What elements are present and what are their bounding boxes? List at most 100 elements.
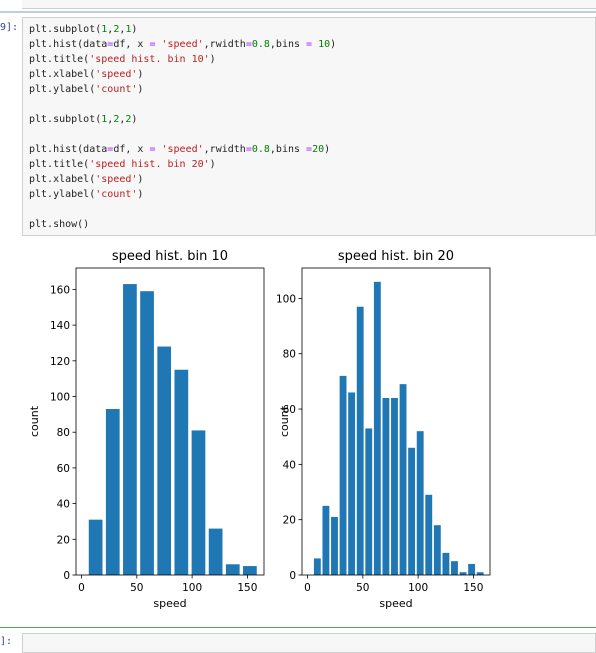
y-axis-label: count (28, 405, 41, 437)
code-token: 'speed hist. bin 20' (89, 159, 210, 170)
code-token: df, x (113, 144, 150, 155)
code-token: 2 (113, 24, 120, 35)
code-token: ) (137, 174, 144, 185)
y-tick-label: 20 (57, 534, 70, 546)
histogram-bar (313, 558, 321, 575)
code-token: 10 (318, 39, 331, 50)
x-tick-label: 150 (463, 582, 483, 594)
x-tick-label: 0 (78, 582, 85, 594)
y-tick-label: 0 (63, 570, 70, 582)
histogram-bar (348, 392, 356, 575)
y-tick-label: 80 (57, 427, 70, 439)
y-tick-label: 100 (276, 293, 296, 305)
code-token: = (107, 39, 114, 50)
code-token: , (107, 114, 114, 125)
histogram-bar (174, 369, 189, 575)
histogram-bar (157, 346, 172, 575)
histogram-bar (373, 281, 381, 575)
x-tick-label: 100 (408, 582, 428, 594)
histogram-bar (140, 291, 154, 575)
code-token: plt.ylabel( (29, 84, 96, 95)
code-token: = (306, 39, 313, 50)
x-tick-label: 50 (130, 582, 143, 594)
code-token: 1 (125, 24, 132, 35)
histogram-bar (191, 430, 206, 575)
code-token: plt.ylabel( (29, 189, 96, 200)
histogram-bar (356, 306, 364, 575)
histogram-bar (243, 566, 257, 575)
code-token: plt.subplot( (29, 24, 102, 35)
code-token: , (107, 24, 114, 35)
code-token: = (245, 39, 252, 50)
code-token: 2 (113, 114, 120, 125)
code-token: ,bins (269, 144, 307, 155)
code-token: plt.xlabel( (29, 174, 96, 185)
code-line: plt.hist(data=df, x = 'speed',rwidth=0.8… (29, 143, 330, 157)
code-token: ) (209, 159, 216, 170)
histogram-bar (331, 516, 338, 575)
code-token: 'speed' (95, 174, 138, 185)
code-token: = (245, 144, 252, 155)
histogram-bar (208, 528, 223, 575)
code-token: 'speed hist. bin 10' (89, 54, 210, 65)
histogram-bar (399, 384, 407, 575)
histogram-bar (382, 397, 390, 575)
code-token: ,rwidth (203, 144, 246, 155)
histogram-bar (451, 561, 458, 575)
histogram-bar (442, 552, 450, 575)
code-token: 20 (312, 144, 325, 155)
histogram-bar (105, 409, 120, 575)
code-token: ) (137, 189, 144, 200)
code-token: ) (131, 114, 138, 125)
code-token: 0.8 (251, 39, 270, 50)
code-line: plt.subplot(1,2,1) (29, 23, 137, 37)
code-token: ) (324, 144, 331, 155)
code-token: 'speed' (95, 69, 138, 80)
plot-frame (75, 267, 265, 576)
histogram-bar (322, 505, 330, 575)
chart-title: speed hist. bin 10 (112, 249, 228, 264)
histogram-bar (425, 494, 433, 575)
code-token: = (107, 144, 114, 155)
y-tick-label: 20 (283, 515, 296, 527)
code-token: ,rwidth (203, 39, 246, 50)
x-tick-label: 150 (237, 582, 257, 594)
code-token: plt.title( (29, 54, 90, 65)
y-tick-label: 140 (50, 320, 70, 332)
code-token: plt.xlabel( (29, 69, 96, 80)
histogram-bar (476, 572, 484, 575)
output-area: 0 20 40 60 80 100 120 140 160 0 50 100 150 speed hist… (22, 240, 502, 624)
y-tick-label: 40 (283, 459, 296, 471)
code-token: plt.show() (29, 219, 90, 230)
histogram-bar (468, 563, 476, 575)
histogram-bar (339, 375, 347, 575)
code-line: plt.title('speed hist. bin 10') (29, 53, 216, 67)
y-tick-label: 120 (50, 356, 70, 368)
code-token: ) (209, 54, 216, 65)
code-token: 'count' (95, 84, 138, 95)
code-token: 0.8 (251, 144, 270, 155)
histogram-bar (416, 431, 424, 575)
code-line: plt.show() (29, 218, 89, 232)
code-token: = (149, 144, 156, 155)
x-axis-label: speed (379, 597, 412, 610)
code-token: 1 (101, 114, 108, 125)
y-tick-label: 40 (57, 499, 70, 511)
y-tick-label: 60 (57, 463, 70, 475)
y-tick-label: 160 (50, 284, 70, 296)
histogram-bar (123, 284, 137, 575)
code-token: 'speed' (161, 39, 204, 50)
code-token: = (149, 39, 156, 50)
histogram-bar (433, 525, 441, 575)
histogram-bar (365, 428, 373, 575)
empty-code-cell[interactable] (22, 633, 596, 653)
x-tick-label: 0 (304, 582, 311, 594)
code-input-area[interactable]: plt.subplot(1,2,1) plt.hist(data=df, x = … (22, 17, 596, 236)
code-token: ) (330, 39, 337, 50)
histogram-bar (391, 397, 398, 575)
histogram-bar (88, 519, 103, 575)
code-token: ) (131, 24, 138, 35)
histogram-figure: 0 20 40 60 80 100 120 140 160 0 50 100 150 speed hist… (28, 249, 491, 610)
y-tick-label: 80 (283, 349, 296, 361)
code-token: 'speed' (161, 144, 204, 155)
